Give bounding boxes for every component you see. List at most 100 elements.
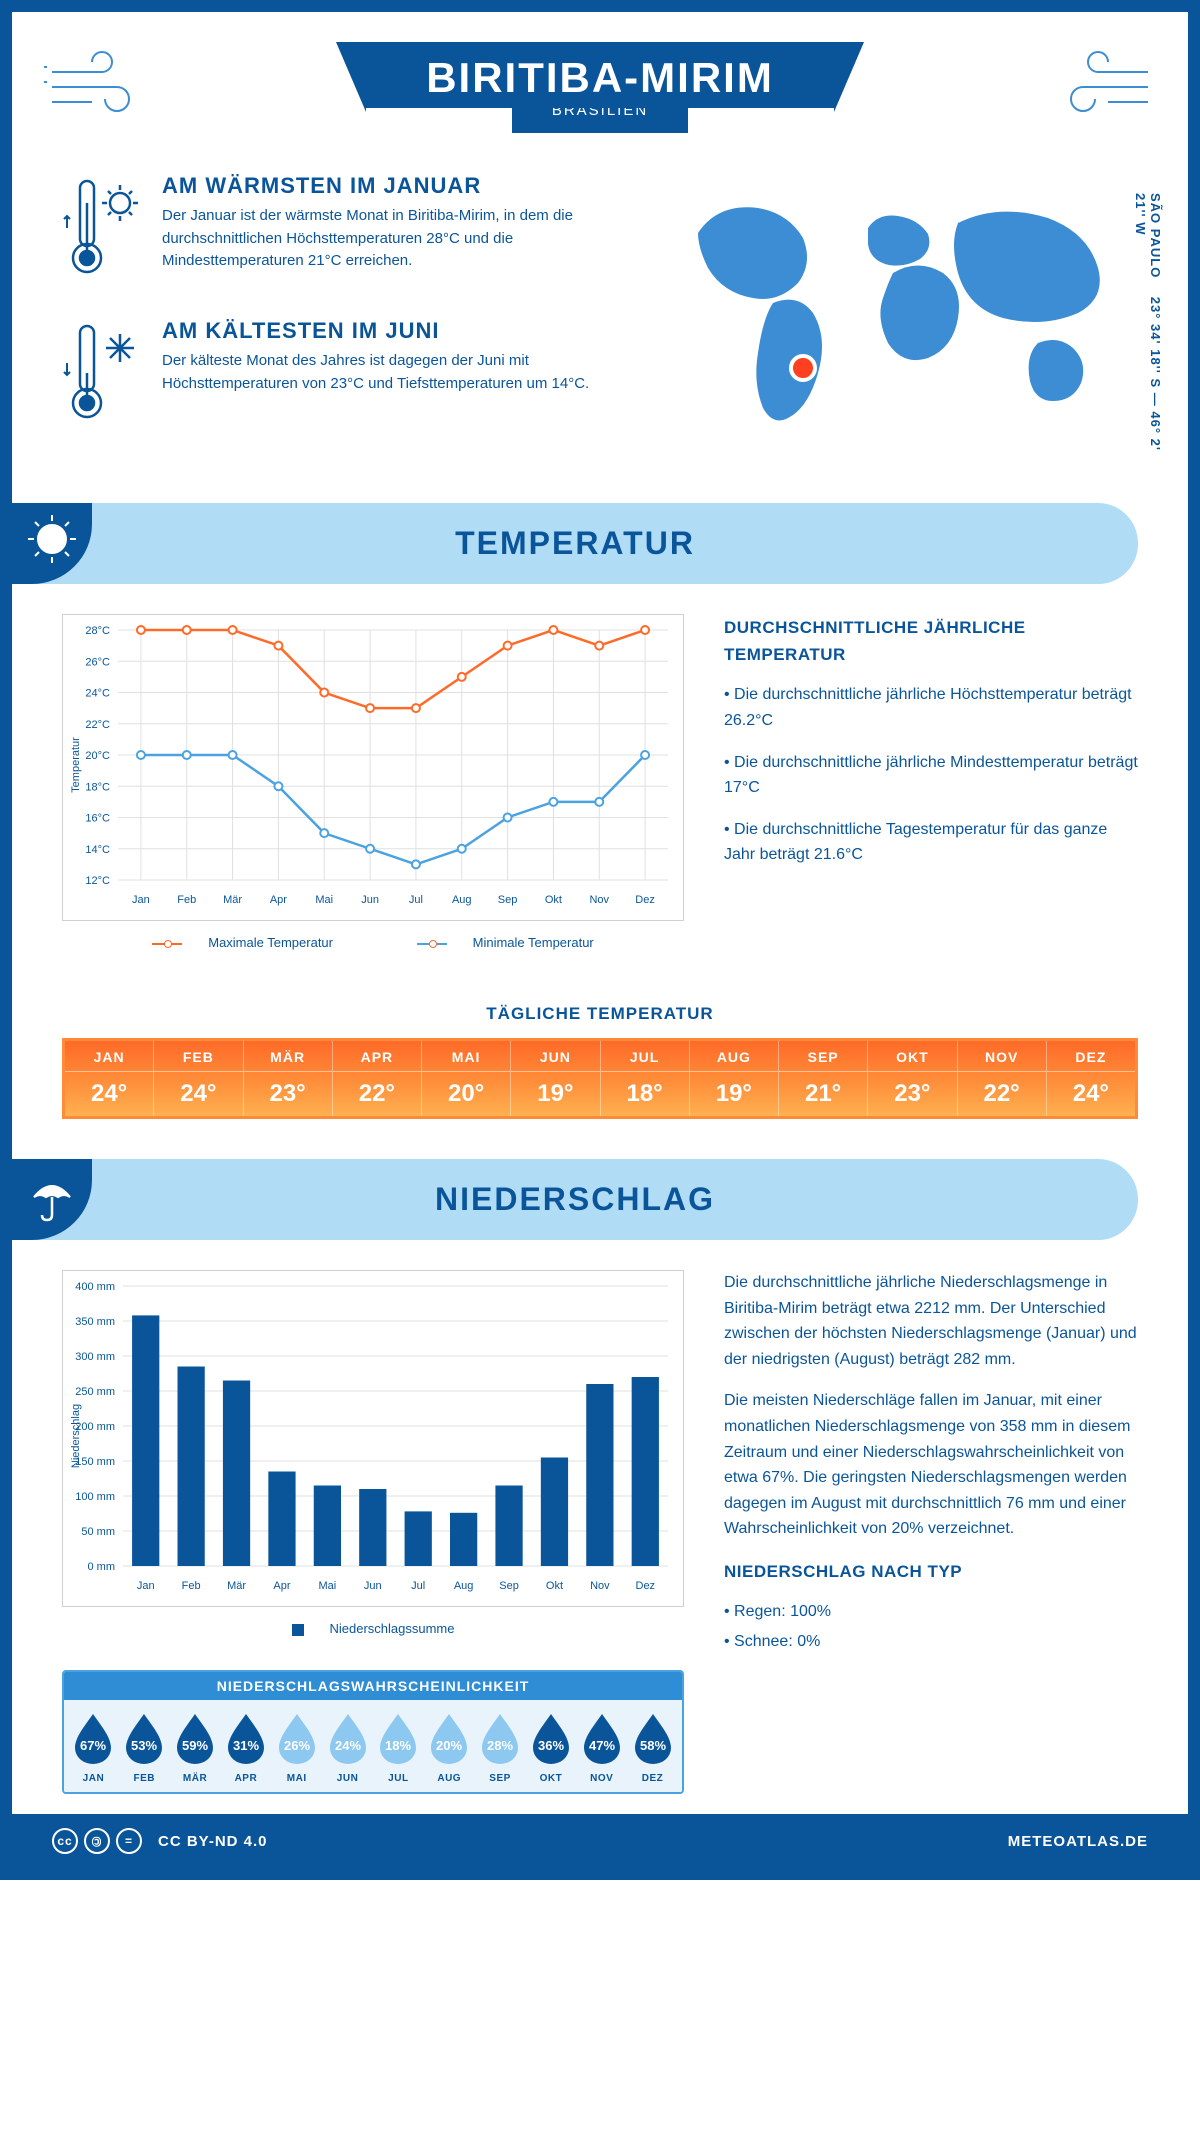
svg-text:14°C: 14°C (85, 844, 110, 856)
probability-cell: 20%AUG (424, 1710, 475, 1784)
svg-text:16°C: 16°C (85, 813, 110, 825)
probability-cell: 26%MAI (271, 1710, 322, 1784)
svg-text:53%: 53% (131, 1738, 157, 1753)
svg-text:Dez: Dez (636, 1580, 656, 1592)
svg-text:18°C: 18°C (85, 781, 110, 793)
climate-facts: AM WÄRMSTEN IM JANUAR Der Januar ist der… (62, 173, 618, 463)
temperature-legend: .sw:nth-of-type(1)::after{border-color:#… (62, 921, 684, 964)
daily-temp-cell: FEB24° (154, 1041, 243, 1116)
precip-type-rain: • Regen: 100% (724, 1599, 1138, 1625)
probability-title: NIEDERSCHLAGSWAHRSCHEINLICHKEIT (64, 1672, 682, 1700)
svg-text:Feb: Feb (182, 1580, 201, 1592)
svg-text:Apr: Apr (270, 894, 287, 906)
svg-text:300 mm: 300 mm (75, 1351, 115, 1363)
temp-info-line: • Die durchschnittliche jährliche Mindes… (724, 750, 1138, 801)
svg-text:28°C: 28°C (85, 625, 110, 637)
probability-cell: 18%JUL (373, 1710, 424, 1784)
temp-info-line: • Die durchschnittliche Tagestemperatur … (724, 817, 1138, 868)
daily-temp-title: TÄGLICHE TEMPERATUR (12, 1004, 1188, 1024)
section-temperature-header: TEMPERATUR (12, 503, 1138, 584)
precip-type-heading: NIEDERSCHLAG NACH TYP (724, 1558, 1138, 1585)
svg-text:Feb: Feb (177, 894, 196, 906)
svg-text:20°C: 20°C (85, 750, 110, 762)
svg-text:Nov: Nov (590, 1580, 610, 1592)
nd-icon: = (116, 1828, 142, 1854)
temperature-info: DURCHSCHNITTLICHE JÄHRLICHE TEMPERATUR •… (724, 614, 1138, 964)
cc-icon: cc (52, 1828, 78, 1854)
svg-text:Jul: Jul (409, 894, 423, 906)
probability-cell: 24%JUN (322, 1710, 373, 1784)
svg-text:Jan: Jan (137, 1580, 155, 1592)
svg-text:Jun: Jun (364, 1580, 382, 1592)
precipitation-legend: Niederschlagssumme (62, 1607, 684, 1650)
fact-coldest-title: AM KÄLTESTEN IM JUNI (162, 318, 618, 344)
svg-text:400 mm: 400 mm (75, 1281, 115, 1293)
daily-temp-cell: MAI20° (422, 1041, 511, 1116)
svg-text:58%: 58% (640, 1738, 666, 1753)
svg-text:0 mm: 0 mm (88, 1561, 116, 1573)
license-label: CC BY-ND 4.0 (158, 1833, 268, 1850)
precip-type-snow: • Schnee: 0% (724, 1629, 1138, 1655)
svg-text:47%: 47% (589, 1738, 615, 1753)
probability-cell: 53%FEB (119, 1710, 170, 1784)
fact-warmest: AM WÄRMSTEN IM JANUAR Der Januar ist der… (62, 173, 618, 288)
svg-text:28%: 28% (487, 1738, 513, 1753)
svg-text:Dez: Dez (635, 894, 655, 906)
probability-cell: 58%DEZ (627, 1710, 678, 1784)
daily-temp-cell: JUL18° (601, 1041, 690, 1116)
daily-temp-cell: AUG19° (690, 1041, 779, 1116)
svg-text:31%: 31% (233, 1738, 259, 1753)
svg-text:24%: 24% (335, 1738, 361, 1753)
daily-temp-cell: NOV22° (958, 1041, 1047, 1116)
thermometer-snow-icon (62, 318, 142, 433)
probability-cell: 67%JAN (68, 1710, 119, 1784)
wind-icon-left (42, 42, 162, 122)
svg-text:36%: 36% (538, 1738, 564, 1753)
svg-text:Aug: Aug (454, 1580, 474, 1592)
daily-temp-cell: MÄR23° (244, 1041, 333, 1116)
probability-cell: 59%MÄR (170, 1710, 221, 1784)
svg-text:Mär: Mär (223, 894, 242, 906)
precipitation-info: Die durchschnittliche jährliche Niedersc… (724, 1270, 1138, 1794)
svg-text:59%: 59% (182, 1738, 208, 1753)
probability-cell: 28%SEP (475, 1710, 526, 1784)
svg-text:50 mm: 50 mm (81, 1526, 115, 1538)
section-precipitation-header: NIEDERSCHLAG (12, 1159, 1138, 1240)
daily-temp-cell: JAN24° (65, 1041, 154, 1116)
svg-text:Mai: Mai (319, 1580, 337, 1592)
svg-text:12°C: 12°C (85, 875, 110, 887)
daily-temp-cell: SEP21° (779, 1041, 868, 1116)
daily-temp-cell: DEZ24° (1047, 1041, 1135, 1116)
temperature-chart: 12°C14°C16°C18°C20°C22°C24°C26°C28°CJanF… (62, 614, 684, 964)
coordinates-label: SÃO PAULO 23° 34' 18'' S — 46° 2' 21'' W (1133, 193, 1163, 463)
page-footer: cc 🄯 = CC BY-ND 4.0 METEOATLAS.DE (12, 1814, 1188, 1868)
svg-text:Aug: Aug (452, 894, 472, 906)
fact-warmest-text: Der Januar ist der wärmste Monat in Biri… (162, 205, 618, 273)
svg-text:Sep: Sep (499, 1580, 519, 1592)
daily-temperature-table: JAN24°FEB24°MÄR23°APR22°MAI20°JUN19°JUL1… (62, 1038, 1138, 1119)
svg-text:100 mm: 100 mm (75, 1491, 115, 1503)
precip-info-p2: Die meisten Niederschläge fallen im Janu… (724, 1388, 1138, 1542)
svg-text:26°C: 26°C (85, 656, 110, 668)
umbrella-icon (24, 1167, 80, 1223)
probability-cell: 31%APR (220, 1710, 271, 1784)
daily-temp-cell: APR22° (333, 1041, 422, 1116)
svg-text:350 mm: 350 mm (75, 1316, 115, 1328)
probability-cell: 36%OKT (525, 1710, 576, 1784)
precipitation-chart: 0 mm50 mm100 mm150 mm200 mm250 mm300 mm3… (62, 1270, 684, 1794)
svg-text:Apr: Apr (273, 1580, 290, 1592)
license-icons: cc 🄯 = CC BY-ND 4.0 (52, 1828, 268, 1854)
svg-text:22°C: 22°C (85, 719, 110, 731)
svg-text:26%: 26% (284, 1738, 310, 1753)
temp-info-line: • Die durchschnittliche jährliche Höchst… (724, 682, 1138, 733)
by-icon: 🄯 (84, 1828, 110, 1854)
fact-warmest-title: AM WÄRMSTEN IM JANUAR (162, 173, 618, 199)
svg-text:250 mm: 250 mm (75, 1386, 115, 1398)
world-map: SÃO PAULO 23° 34' 18'' S — 46° 2' 21'' W (658, 173, 1138, 463)
svg-text:Nov: Nov (589, 894, 609, 906)
svg-text:Mai: Mai (315, 894, 333, 906)
svg-text:Niederschlag: Niederschlag (70, 1404, 82, 1468)
page-title: BIRITIBA-MIRIM (366, 42, 834, 108)
sun-icon (24, 511, 80, 567)
fact-coldest: AM KÄLTESTEN IM JUNI Der kälteste Monat … (62, 318, 618, 433)
